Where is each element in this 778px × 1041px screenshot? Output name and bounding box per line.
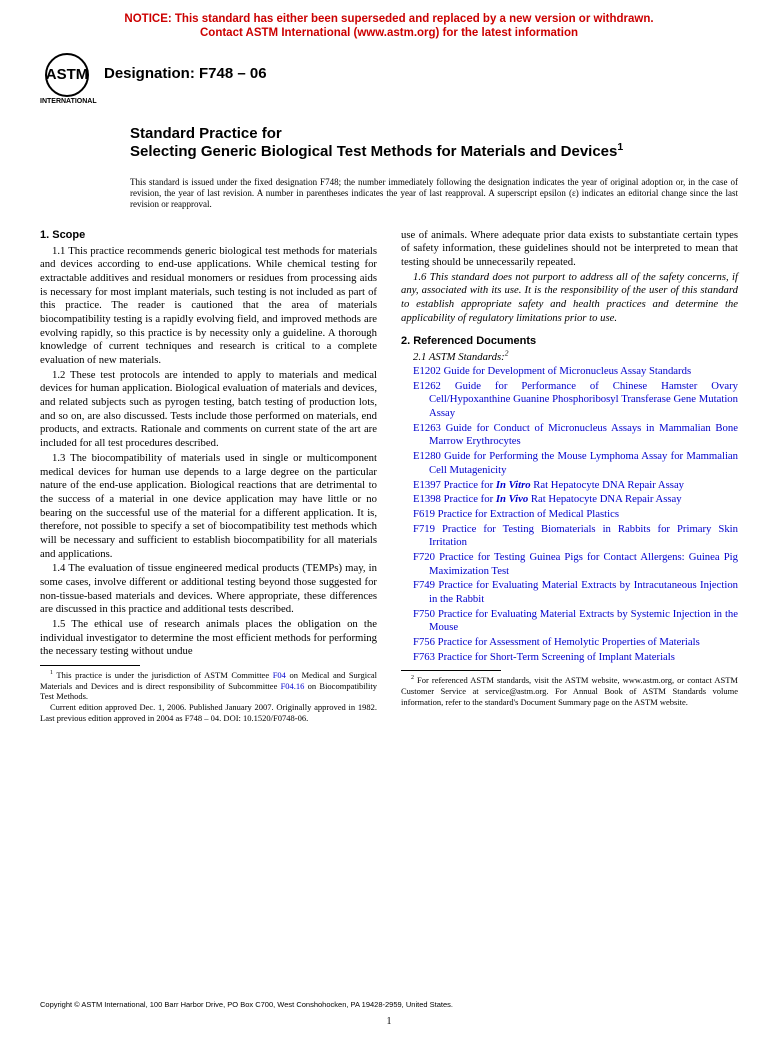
para-1-1: 1.1 This practice recommends generic bio… xyxy=(40,245,377,368)
ref-item[interactable]: F619 Practice for Extraction of Medical … xyxy=(401,508,738,522)
copyright: Copyright © ASTM International, 100 Barr… xyxy=(40,1000,738,1009)
ref-item[interactable]: F756 Practice for Assessment of Hemolyti… xyxy=(401,636,738,650)
ref-item[interactable]: F719 Practice for Testing Biomaterials i… xyxy=(401,523,738,550)
title-block: Standard Practice for Selecting Generic … xyxy=(130,125,738,161)
notice-line1: NOTICE: This standard has either been su… xyxy=(124,13,653,25)
para-1-6: 1.6 This standard does not purport to ad… xyxy=(401,271,738,326)
logo-subtext: INTERNATIONAL xyxy=(40,98,94,105)
title-pre: Standard Practice for xyxy=(130,125,738,143)
ref-item[interactable]: E1280 Guide for Performing the Mouse Lym… xyxy=(401,450,738,477)
footnote-1-p2: Current edition approved Dec. 1, 2006. P… xyxy=(40,702,377,723)
footnote-1-p1: 1 This practice is under the jurisdictio… xyxy=(40,670,377,702)
ref-item[interactable]: E1398 Practice for In Vivo Rat Hepatocyt… xyxy=(401,493,738,507)
ref-item[interactable]: F720 Practice for Testing Guinea Pigs fo… xyxy=(401,551,738,578)
header: ASTM INTERNATIONAL Designation: F748 – 0… xyxy=(0,45,778,107)
body-columns: 1. Scope 1.1 This practice recommends ge… xyxy=(0,211,778,724)
footnote-rule-left xyxy=(40,665,140,666)
issue-note: This standard is issued under the fixed … xyxy=(130,177,738,211)
footnote-rule-right xyxy=(401,670,501,671)
para-1-5b: use of animals. Where adequate prior dat… xyxy=(401,229,738,270)
para-1-5a: 1.5 The ethical use of research animals … xyxy=(40,618,377,659)
logo-mark: ASTM xyxy=(45,53,89,97)
link-f04[interactable]: F04 xyxy=(273,670,286,680)
astm-logo: ASTM INTERNATIONAL xyxy=(40,53,94,107)
para-1-4: 1.4 The evaluation of tissue engineered … xyxy=(40,562,377,617)
link-f0416[interactable]: F04.16 xyxy=(281,681,305,691)
footnote-2: 2 For referenced ASTM standards, visit t… xyxy=(401,675,738,707)
ref-item[interactable]: F763 Practice for Short-Term Screening o… xyxy=(401,651,738,665)
ref-item[interactable]: E1397 Practice for In Vitro Rat Hepatocy… xyxy=(401,479,738,493)
notice-line2: Contact ASTM International (www.astm.org… xyxy=(200,27,578,39)
notice-banner: NOTICE: This standard has either been su… xyxy=(0,0,778,45)
ref-item[interactable]: F750 Practice for Evaluating Material Ex… xyxy=(401,608,738,635)
title-main: Selecting Generic Biological Test Method… xyxy=(130,143,738,161)
ref-item[interactable]: E1202 Guide for Development of Micronucl… xyxy=(401,365,738,379)
left-column: 1. Scope 1.1 This practice recommends ge… xyxy=(40,229,377,724)
para-1-2: 1.2 These test protocols are intended to… xyxy=(40,369,377,451)
designation: Designation: F748 – 06 xyxy=(104,53,267,82)
right-column: use of animals. Where adequate prior dat… xyxy=(401,229,738,724)
ref-item[interactable]: E1263 Guide for Conduct of Micronucleus … xyxy=(401,422,738,449)
refs-subhead: 2.1 ASTM Standards:2 xyxy=(401,351,738,365)
para-1-3: 1.3 The biocompatibility of materials us… xyxy=(40,452,377,562)
scope-heading: 1. Scope xyxy=(40,229,377,241)
refs-list: E1202 Guide for Development of Micronucl… xyxy=(401,365,738,664)
ref-item[interactable]: E1262 Guide for Performance of Chinese H… xyxy=(401,380,738,421)
refs-heading: 2. Referenced Documents xyxy=(401,335,738,347)
ref-item[interactable]: F749 Practice for Evaluating Material Ex… xyxy=(401,579,738,606)
page-number: 1 xyxy=(0,1016,778,1027)
